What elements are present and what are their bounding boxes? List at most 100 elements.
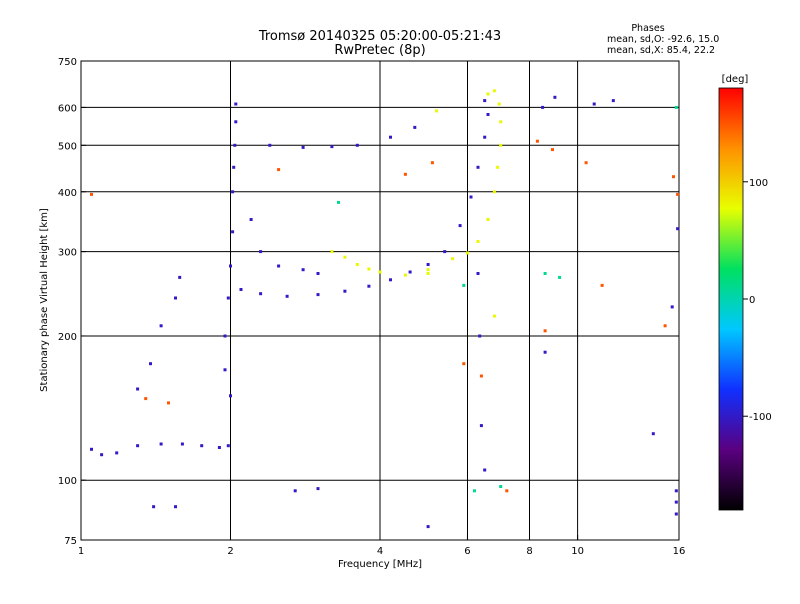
echo-point [355, 263, 359, 266]
echo-point [492, 89, 496, 93]
echo-point [476, 165, 480, 169]
echo-point [229, 264, 232, 268]
echo-point [600, 283, 604, 287]
echo-point [100, 453, 104, 457]
echo-point [674, 105, 678, 109]
echo-point [234, 120, 238, 124]
echo-point [277, 264, 281, 268]
echo-point [497, 102, 501, 106]
echo-point [367, 267, 371, 271]
echo-point [443, 250, 447, 254]
echo-point [152, 505, 156, 509]
echo-point [330, 250, 334, 254]
echo-point [249, 218, 253, 221]
echo-point [458, 224, 462, 228]
echo-point [343, 255, 347, 259]
echo-point [316, 487, 320, 491]
echo-point [234, 102, 238, 106]
echo-point [174, 505, 177, 509]
echo-point [178, 275, 182, 279]
y-tick-label: 750 [58, 57, 77, 68]
echo-point [558, 275, 562, 279]
echo-point [167, 401, 170, 405]
y-tick-label: 200 [58, 332, 77, 343]
echo-point [233, 143, 237, 147]
echo-point [676, 192, 680, 196]
echo-point [651, 432, 655, 436]
x-axis-label: Frequency [MHz] [338, 559, 422, 570]
echo-point [316, 272, 320, 275]
y-tick-label: 75 [64, 536, 77, 547]
echo-point [285, 294, 289, 298]
echo-point [223, 368, 227, 372]
echo-point [149, 362, 152, 366]
echo-point [674, 500, 678, 504]
echo-point [136, 387, 140, 391]
echo-point [469, 195, 473, 199]
echo-point [476, 240, 480, 243]
echo-point [232, 165, 236, 169]
y-tick-label: 400 [58, 188, 77, 199]
x-tick-label: 6 [464, 546, 470, 557]
echo-point [553, 95, 557, 99]
echo-point [462, 283, 466, 287]
echo-point [426, 525, 430, 529]
echo-point [466, 251, 469, 255]
echo-point [543, 350, 547, 354]
echo-point [478, 334, 482, 338]
echo-point [543, 329, 547, 333]
echo-point [476, 272, 480, 275]
echo-point [277, 168, 281, 172]
echo-point [226, 296, 230, 300]
x-tick-label: 1 [78, 546, 84, 557]
echo-point [592, 102, 596, 106]
y-tick-label: 500 [58, 141, 77, 152]
echo-point [505, 489, 509, 493]
echo-point [543, 272, 547, 275]
echo-point [231, 190, 235, 194]
echo-point [231, 230, 235, 234]
echo-point [136, 444, 140, 448]
echo-point [473, 489, 476, 493]
echo-point [293, 489, 297, 493]
echo-point [408, 270, 412, 274]
echo-point [451, 257, 455, 261]
echo-point [174, 296, 177, 300]
echo-point [226, 444, 230, 448]
echo-point [389, 135, 392, 139]
echo-point [229, 394, 232, 398]
echo-point [499, 143, 503, 147]
echo-point [492, 190, 496, 194]
x-tick-label: 4 [377, 546, 383, 557]
echo-point [159, 442, 163, 446]
echo-point [676, 227, 680, 231]
echo-point [217, 446, 221, 449]
x-axis-ticks: 1 2 4 6 8 10 16 [78, 535, 685, 557]
echo-point [268, 143, 272, 147]
echo-point [144, 397, 148, 401]
echo-point [367, 284, 371, 288]
echo-point [483, 135, 487, 139]
echo-point [180, 442, 184, 446]
chart-title: Tromsø 20140325 05:20:00-05:21:43 [258, 29, 501, 44]
echo-point [670, 305, 674, 309]
colorbar-gradient [718, 87, 744, 511]
y-axis-ticks: 75 100 200 300 400 500 600 750 [58, 57, 86, 547]
echo-point [541, 105, 545, 109]
echo-point [672, 175, 675, 179]
echo-point [426, 268, 430, 272]
echo-point [426, 263, 430, 266]
echo-point [200, 444, 204, 448]
echo-point [337, 200, 340, 204]
echo-point [663, 324, 667, 328]
echo-point [223, 334, 227, 338]
echo-point [316, 293, 320, 297]
echo-point [435, 109, 439, 113]
echo-point [403, 273, 407, 277]
echo-point [486, 113, 490, 116]
echo-point [486, 92, 490, 96]
echo-point [330, 145, 334, 149]
colorbar-tick-label: 100 [749, 178, 768, 189]
echo-point [535, 139, 539, 143]
